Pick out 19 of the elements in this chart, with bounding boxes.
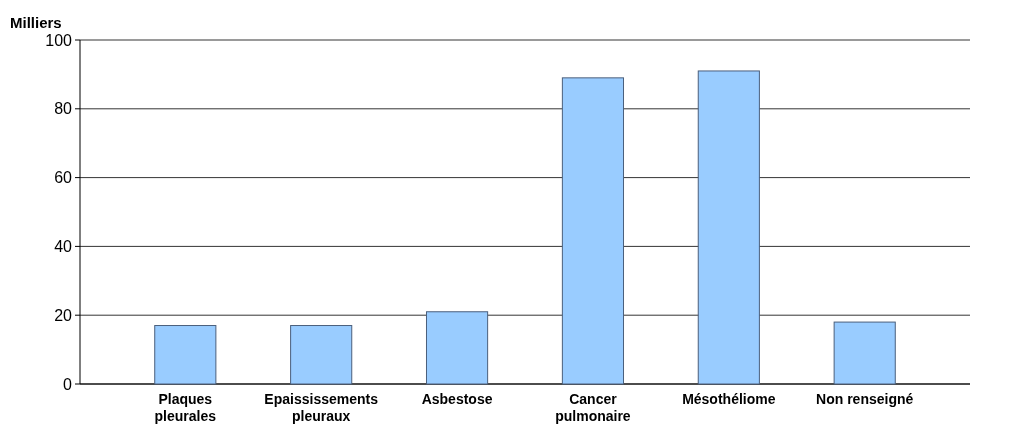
x-tick-label: Asbestose [421, 391, 493, 407]
y-tick-label: 40 [54, 238, 73, 255]
x-tick-label: Epaississements pleuraux [264, 391, 379, 424]
x-tick-label: Plaques pleurales [154, 391, 217, 424]
bar [561, 77, 625, 385]
x-tick-label: Non renseigné [816, 391, 914, 407]
bar [425, 311, 489, 385]
x-tick-label: Mésothéliome [682, 391, 776, 407]
y-tick-label: 100 [45, 31, 73, 49]
y-tick-label: 0 [63, 375, 73, 393]
bar [697, 70, 760, 385]
x-tick-label: Cancer pulmonaire [555, 391, 631, 424]
bar [154, 325, 217, 385]
y-axis-title: Milliers [10, 14, 62, 31]
y-tick-label: 80 [54, 100, 73, 118]
y-tick-label: 20 [54, 306, 73, 324]
bar [833, 321, 896, 385]
y-tick-label: 60 [54, 169, 73, 187]
bar [290, 325, 353, 385]
